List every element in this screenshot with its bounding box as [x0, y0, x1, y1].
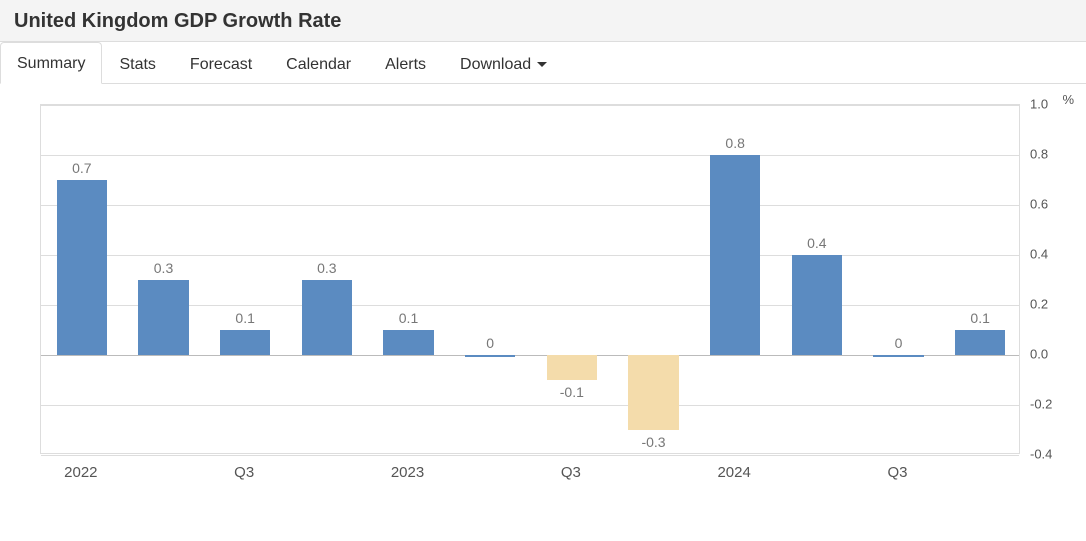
bar	[383, 330, 434, 355]
header-bar: United Kingdom GDP Growth Rate	[0, 0, 1086, 42]
gdp-bar-chart: 0.70.30.10.30.10-0.1-0.30.80.400.1 -0.4-…	[40, 104, 1020, 454]
bar	[57, 180, 108, 355]
bar-value-label: -0.1	[560, 384, 584, 400]
tab-label: Stats	[119, 56, 155, 74]
plot-area: 0.7 0.3 0.1 0.3 0.1 0 -0.1 -0.3 0.8 0.4 0 0.1	[40, 104, 1020, 454]
y-tick-label: 0.2	[1030, 297, 1070, 312]
chevron-down-icon	[537, 62, 547, 67]
tab-stats[interactable]: Stats	[102, 42, 172, 84]
y-tick-label: 0.8	[1030, 147, 1070, 162]
y-tick-label: 0.0	[1030, 347, 1070, 362]
bar	[873, 355, 924, 357]
bar-value-label: 0	[486, 335, 494, 351]
y-tick-label: 0.4	[1030, 247, 1070, 262]
gridline	[41, 455, 1019, 456]
bar-value-label: -0.3	[641, 434, 665, 450]
tab-label: Download	[460, 56, 531, 74]
tab-label: Forecast	[190, 56, 252, 74]
tab-label: Alerts	[385, 56, 426, 74]
tab-summary[interactable]: Summary	[0, 42, 102, 84]
y-tick-label: -0.2	[1030, 397, 1070, 412]
x-tick-label: 2022	[64, 464, 97, 481]
x-tick-label: Q3	[887, 464, 907, 481]
bar-value-label: 0	[895, 335, 903, 351]
chart-area: % 0.70.30.10.30.10-0.1-0.30.80.400.1 -0.…	[0, 84, 1086, 494]
bar	[138, 280, 189, 355]
y-tick-label: 1.0	[1030, 97, 1070, 112]
bar-value-label: 0.7	[72, 160, 91, 176]
tab-label: Calendar	[286, 56, 351, 74]
page-title: United Kingdom GDP Growth Rate	[14, 10, 341, 32]
tab-forecast[interactable]: Forecast	[173, 42, 269, 84]
tab-label: Summary	[17, 55, 85, 73]
bar-value-label: 0.3	[317, 260, 336, 276]
bar	[302, 280, 353, 355]
bar	[628, 355, 679, 430]
bar-value-label: 0.3	[154, 260, 173, 276]
bar	[465, 355, 516, 357]
gridline	[41, 155, 1019, 156]
x-tick-label: 2024	[717, 464, 750, 481]
x-tick-label: Q3	[234, 464, 254, 481]
y-tick-label: -0.4	[1030, 447, 1070, 462]
bar	[792, 255, 843, 355]
gridline	[41, 405, 1019, 406]
gridline	[41, 255, 1019, 256]
x-tick-label: 2023	[391, 464, 424, 481]
bar-value-label: 0.4	[807, 235, 826, 251]
tab-download[interactable]: Download	[443, 42, 564, 84]
tab-alerts[interactable]: Alerts	[368, 42, 443, 84]
gridline	[41, 105, 1019, 106]
bar-value-label: 0.8	[725, 135, 744, 151]
bar-value-label: 0.1	[399, 310, 418, 326]
tab-calendar[interactable]: Calendar	[269, 42, 368, 84]
y-tick-label: 0.6	[1030, 197, 1070, 212]
bar	[710, 155, 761, 355]
x-tick-label: Q3	[561, 464, 581, 481]
bar	[547, 355, 598, 380]
bar	[220, 330, 271, 355]
gridline	[41, 205, 1019, 206]
bar-value-label: 0.1	[970, 310, 989, 326]
bar	[955, 330, 1006, 355]
bar-value-label: 0.1	[235, 310, 254, 326]
tab-bar: Summary Stats Forecast Calendar Alerts Downlo…	[0, 42, 1086, 84]
